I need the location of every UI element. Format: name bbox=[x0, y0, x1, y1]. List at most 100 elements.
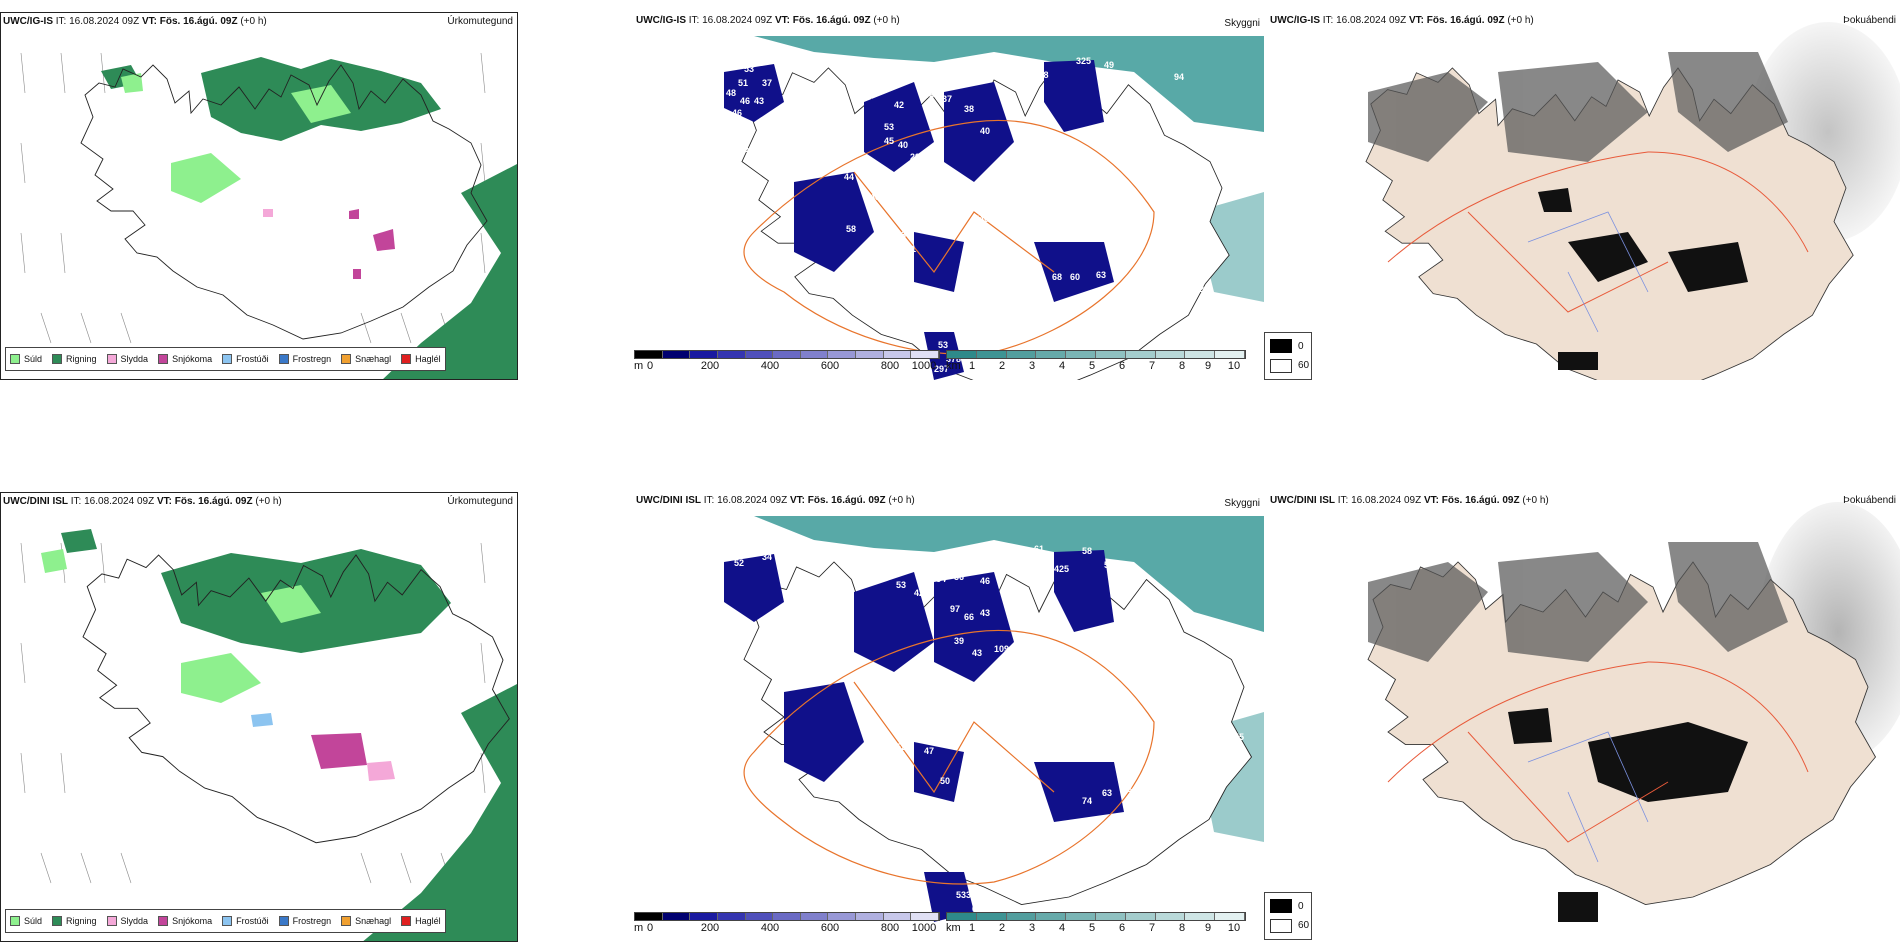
ceiling-label: 44 bbox=[1042, 746, 1052, 756]
ceiling-label: 53 bbox=[1112, 574, 1122, 584]
fog-grey-areas bbox=[1368, 542, 1788, 662]
ceiling-label: 36 bbox=[954, 572, 964, 582]
ceiling-label: 55 bbox=[1114, 754, 1124, 764]
legend-item: Frostúði bbox=[222, 354, 269, 364]
legend-swatch bbox=[222, 916, 233, 926]
ceiling-label: 168 bbox=[1230, 756, 1245, 766]
drizzle-areas bbox=[41, 549, 321, 703]
visibility-scalebar: km 1 2 3 4 5 6 7 8 9 10 bbox=[946, 910, 1246, 936]
ceiling-label: 52 bbox=[946, 672, 956, 682]
ceiling-label: 366 bbox=[1074, 194, 1089, 204]
legend-swatch bbox=[278, 354, 289, 364]
ceiling-label: 45 bbox=[884, 258, 894, 268]
ceiling-scalebar: m 0 200 400 600 800 1000 bbox=[634, 348, 940, 374]
precip-map-row2 bbox=[20, 529, 517, 941]
ceiling-label: 60 bbox=[972, 904, 982, 914]
visibility-scalebar: km 1 2 3 4 5 6 7 8 9 10 bbox=[946, 348, 1246, 374]
ceiling-label: 49 bbox=[1104, 60, 1114, 70]
ceiling-label: 55 bbox=[1234, 732, 1244, 742]
variable-label: Skyggni bbox=[1224, 18, 1260, 29]
ceiling-label: 36 bbox=[996, 252, 1006, 262]
legend-swatch bbox=[106, 916, 117, 926]
ceiling-label: 31 bbox=[906, 244, 916, 254]
ceiling-label: 63 bbox=[964, 322, 974, 332]
ceiling-label: 297 bbox=[934, 364, 949, 374]
ceiling-label: 40 bbox=[774, 114, 784, 124]
ceiling-label: 325 bbox=[1076, 56, 1091, 66]
ceiling-label: 12 bbox=[1194, 284, 1204, 294]
ceiling-label: 29 bbox=[910, 152, 920, 162]
cloud-panel-row1: 53 51 37 48 46 43 46 40 40 56 42 36 37 38 55 118 325 49 94… bbox=[634, 12, 1264, 380]
ceiling-label: 58 bbox=[846, 224, 856, 234]
ceiling-label: 50 bbox=[940, 776, 950, 786]
ceiling-label: 43 bbox=[972, 648, 982, 658]
ceiling-label: 58 bbox=[1018, 262, 1028, 272]
ceiling-label: 39 bbox=[954, 636, 964, 646]
ceiling-label: 46 bbox=[740, 96, 750, 106]
ceiling-label: 53 bbox=[884, 122, 894, 132]
ceiling-label: 37 bbox=[1124, 236, 1134, 246]
legend-swatch bbox=[341, 354, 352, 364]
precip-legend: Súld Rigning Slydda Snjókoma Frostúði Fr… bbox=[5, 347, 446, 371]
ceiling-label: 40 bbox=[980, 126, 990, 136]
visibility-colorbar bbox=[946, 350, 1246, 359]
legend-swatch bbox=[341, 916, 352, 926]
ceiling-label: 76 bbox=[896, 204, 906, 214]
ceiling-label: 47 bbox=[744, 540, 754, 550]
ceiling-label: 97 bbox=[950, 604, 960, 614]
ceiling-label: 34 bbox=[936, 574, 946, 584]
ceiling-label: 45 bbox=[884, 136, 894, 146]
cloud-panel-row2: 47 52 34 45 53 42 34 36 46 61 425 58 50 53 97 66 43 39 43 1… bbox=[634, 492, 1264, 942]
snow-areas bbox=[311, 733, 367, 769]
ceiling-label: 52 bbox=[734, 558, 744, 568]
ceiling-label: 74 bbox=[870, 266, 880, 276]
ceiling-colorbar bbox=[634, 350, 940, 359]
precip-panel-row2: UWC/DINI ISL IT: 16.08.2024 09Z VT: Fös.… bbox=[0, 492, 518, 942]
variable-label: Skyggni bbox=[1224, 498, 1260, 509]
legend-item: Súld bbox=[10, 354, 42, 364]
ceiling-label: 51 bbox=[1068, 752, 1078, 762]
ceiling-label: 44 bbox=[844, 172, 854, 182]
ceiling-label: 70 bbox=[836, 654, 846, 664]
fog-dense-areas bbox=[1538, 188, 1748, 370]
ceiling-label: 61 bbox=[1034, 544, 1044, 554]
ceiling-label: 42 bbox=[894, 100, 904, 110]
ceiling-label: 43 bbox=[754, 96, 764, 106]
ceiling-label: 53 bbox=[896, 230, 906, 240]
road-network bbox=[743, 119, 1155, 355]
ceiling-label: 53 bbox=[744, 64, 754, 74]
ceiling-label: 740 bbox=[974, 214, 989, 224]
fog-dense-areas bbox=[1508, 708, 1748, 922]
ceiling-label: 55 bbox=[784, 640, 794, 650]
ceiling-label: 53 bbox=[896, 580, 906, 590]
fog-legend-row2: 0 60 bbox=[1264, 892, 1312, 940]
fog-map-row1 bbox=[1268, 12, 1900, 380]
fog-legend-swatch-light bbox=[1270, 359, 1292, 373]
ceiling-label: 102 bbox=[782, 624, 797, 634]
ceiling-label: 46 bbox=[980, 576, 990, 586]
ceiling-label: 56 bbox=[744, 144, 754, 154]
ceiling-label: 74 bbox=[1082, 796, 1092, 806]
drizzle-areas bbox=[121, 73, 351, 203]
panel-header: UWC/IG-IS IT: 16.08.2024 09Z VT: Fös. 16… bbox=[636, 15, 900, 26]
fog-legend-swatch-light bbox=[1270, 919, 1292, 933]
ceiling-label: 46 bbox=[732, 108, 742, 118]
legend-swatch bbox=[10, 916, 20, 926]
ceiling-label: 52 bbox=[1014, 136, 1024, 146]
legend-item: Súld bbox=[10, 916, 42, 926]
legend-item: Rigning bbox=[52, 354, 97, 364]
ceiling-label: 43 bbox=[980, 608, 990, 618]
legend-item: Haglél bbox=[401, 916, 441, 926]
legend-item: Snæhagl bbox=[341, 354, 391, 364]
legend-item: Snjókoma bbox=[158, 916, 212, 926]
ceiling-label: 115 bbox=[1024, 706, 1039, 716]
ceiling-label: 63 bbox=[1122, 784, 1132, 794]
ceiling-label: 37 bbox=[942, 94, 952, 104]
road-network bbox=[743, 629, 1155, 885]
ceiling-label: 49 bbox=[1114, 224, 1124, 234]
legend-swatch bbox=[158, 916, 169, 926]
ceiling-label: 50 bbox=[1104, 560, 1114, 570]
ceiling-label: 55 bbox=[1008, 102, 1018, 112]
ceiling-label: 60 bbox=[1070, 272, 1080, 282]
panel-header: UWC/DINI ISL IT: 16.08.2024 09Z VT: Fös.… bbox=[636, 495, 915, 506]
